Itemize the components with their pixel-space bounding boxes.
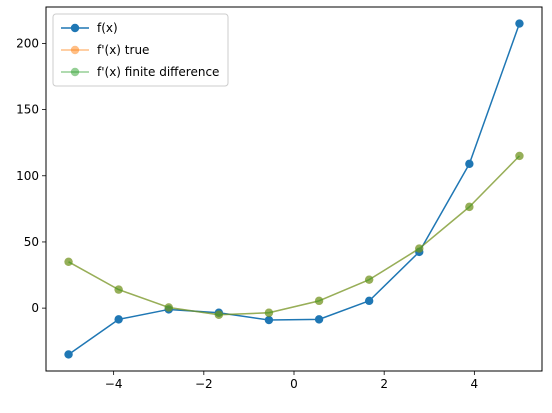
data-point-series-0 [515,19,524,28]
x-tick-label: 0 [290,377,298,391]
data-point-series-0 [64,350,73,359]
data-point-series-2 [314,296,324,306]
data-point-series-2 [214,310,224,319]
y-tick-label: 0 [31,301,39,315]
x-tick-label: 4 [471,377,479,391]
data-point-series-2 [264,308,274,317]
x-tick-label: −4 [105,377,123,391]
legend-label-1: f'(x) true [97,43,149,57]
y-tick-label: 100 [16,169,39,183]
y-tick-label: 200 [16,36,39,50]
data-point-series-2 [364,275,374,284]
data-point-series-2 [164,303,173,312]
data-point-series-2 [64,257,73,266]
x-tick-label: 2 [380,377,388,391]
legend-box [52,13,229,87]
series-line-0 [68,23,521,356]
legend-label-0: f(x) [97,21,118,35]
x-tick-label: −2 [195,377,213,391]
legend-marker-1 [70,45,80,55]
legend-marker-2 [70,67,80,77]
data-point-series-0 [314,315,324,324]
series-line-2 [68,155,520,316]
data-point-series-2 [415,244,424,253]
legend-label-2: f'(x) finite difference [97,65,219,79]
data-point-series-0 [264,315,274,325]
data-point-series-0 [465,159,474,169]
data-point-series-2 [465,202,474,212]
data-point-series-2 [114,285,123,294]
data-point-series-0 [114,315,123,324]
y-tick-label: 150 [16,103,39,117]
y-tick-label: 50 [24,235,39,249]
data-point-series-0 [364,296,374,306]
data-point-series-2 [515,151,524,161]
legend-marker-0 [70,23,80,33]
